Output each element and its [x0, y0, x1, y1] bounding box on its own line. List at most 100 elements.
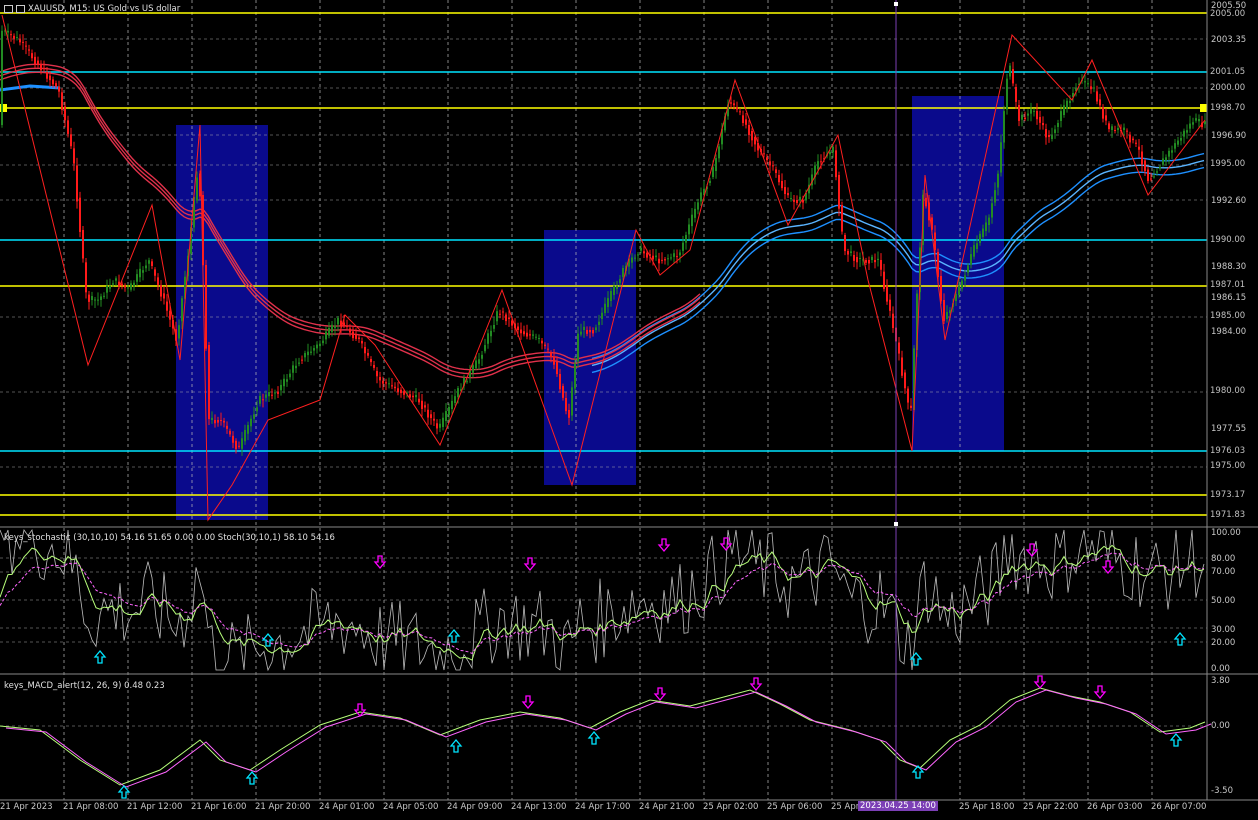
- candle-body: [133, 282, 135, 287]
- candle-body: [610, 291, 612, 301]
- candle-body: [574, 363, 576, 389]
- candle-body: [883, 271, 885, 290]
- grid-icon[interactable]: [4, 5, 13, 13]
- crosshair-marker: [894, 2, 898, 6]
- candle-body: [586, 330, 588, 334]
- candle-body: [460, 389, 462, 391]
- candle-body: [325, 331, 327, 340]
- candle-body: [652, 255, 654, 260]
- candle-body: [577, 333, 579, 362]
- candle-body: [412, 395, 414, 398]
- candle-body: [994, 190, 996, 203]
- candle-body: [721, 128, 723, 145]
- candle-body: [1024, 117, 1026, 120]
- candle-body: [88, 294, 90, 302]
- candle-body: [355, 334, 357, 339]
- candle-body: [709, 180, 711, 183]
- time-label: 25 Apr 02:00: [703, 802, 759, 812]
- candle-body: [1129, 134, 1131, 143]
- candle-body: [748, 125, 750, 135]
- candle-body: [604, 303, 606, 313]
- candle-body: [7, 30, 9, 33]
- price-axis-label: 1992.60: [1211, 196, 1247, 206]
- candle-body: [712, 167, 714, 177]
- candle-body: [685, 234, 687, 243]
- candle-body: [178, 325, 180, 339]
- candle-body: [640, 247, 642, 251]
- moving-average-blue: [591, 159, 1205, 367]
- candle-body: [109, 285, 111, 289]
- price-axis-label: 1996.90: [1211, 131, 1247, 141]
- candle-body: [403, 391, 405, 395]
- candle-body: [334, 325, 336, 329]
- candle-body: [496, 311, 498, 322]
- candle-body: [193, 196, 195, 228]
- price-axis-label: 1986.15: [1211, 293, 1247, 303]
- candle-body: [499, 313, 501, 315]
- candle-body: [871, 256, 873, 260]
- candle-body: [502, 311, 504, 313]
- candle-body: [1159, 166, 1161, 169]
- candle-body: [235, 440, 237, 450]
- candle-body: [850, 251, 852, 253]
- candle-body: [115, 278, 117, 281]
- candle-body: [754, 137, 756, 145]
- alert-down-arrow: [1093, 685, 1107, 700]
- candle-body: [901, 357, 903, 376]
- candle-body: [34, 56, 36, 65]
- alert-down-arrow: [1101, 560, 1115, 575]
- candle-body: [529, 334, 531, 336]
- candle-body: [331, 324, 333, 332]
- candle-body: [787, 193, 789, 196]
- candle-body: [1, 30, 3, 125]
- time-label: 24 Apr 13:00: [511, 802, 567, 812]
- horizontal-levels[interactable]: [0, 12, 1207, 516]
- candle-body: [1141, 151, 1143, 165]
- candle-body: [616, 286, 618, 289]
- price-axis-label: 1984.00: [1211, 327, 1247, 337]
- candle-body: [547, 348, 549, 350]
- candle-body: [436, 423, 438, 429]
- time-label: 25 Apr 22:00: [1023, 802, 1079, 812]
- highlight-box: [912, 96, 1004, 451]
- candle-body: [1105, 115, 1107, 121]
- candle-body: [478, 359, 480, 364]
- candle-body: [37, 60, 39, 65]
- alert-down-arrow: [1033, 675, 1047, 690]
- candle-body: [1015, 87, 1017, 102]
- candle-body: [52, 79, 54, 85]
- candle-body: [718, 146, 720, 159]
- chart-icon[interactable]: [16, 5, 25, 13]
- candle-body: [1123, 127, 1125, 130]
- candle-body: [229, 430, 231, 435]
- candle-body: [1114, 130, 1116, 131]
- candle-body: [982, 228, 984, 237]
- alert-down-arrow: [373, 555, 387, 570]
- time-label: 21 Apr 16:00: [191, 802, 247, 812]
- candle-body: [208, 345, 210, 420]
- candle-body: [106, 285, 108, 293]
- candle-body: [265, 394, 267, 398]
- candle-body: [811, 174, 813, 186]
- candle-body: [319, 343, 321, 347]
- candle-body: [796, 200, 798, 204]
- candle-body: [40, 64, 42, 71]
- candle-body: [991, 203, 993, 218]
- candle-body: [580, 331, 582, 335]
- candle-body: [1117, 127, 1119, 130]
- candle-body: [505, 314, 507, 322]
- candle-body: [985, 222, 987, 231]
- candle-body: [481, 354, 483, 359]
- candle-body: [154, 269, 156, 276]
- candle-body: [181, 298, 183, 322]
- price-axis-label: 1988.30: [1211, 262, 1247, 272]
- candle-body: [58, 86, 60, 92]
- candle-body: [223, 420, 225, 423]
- candle-body: [853, 255, 855, 261]
- candle-body: [274, 392, 276, 394]
- price-tag: 1975.00: [1210, 461, 1246, 471]
- candle-body: [385, 382, 387, 384]
- candle-body: [277, 391, 279, 394]
- time-label: 24 Apr 01:00: [319, 802, 375, 812]
